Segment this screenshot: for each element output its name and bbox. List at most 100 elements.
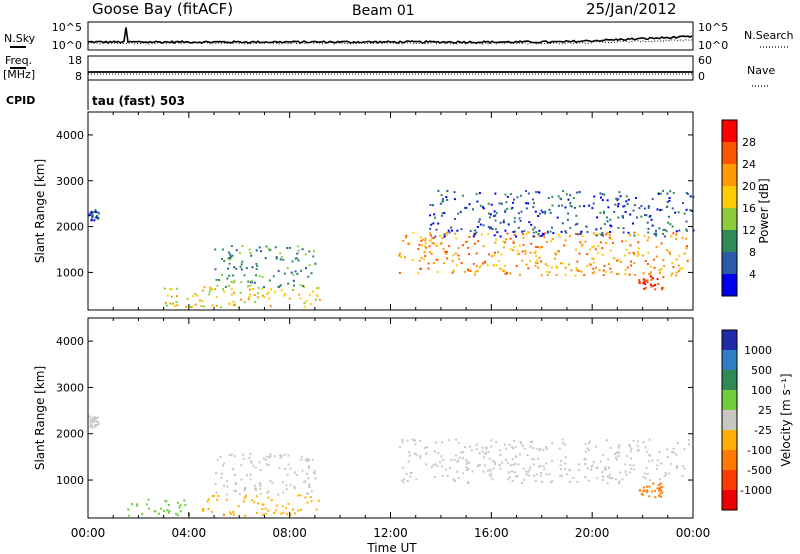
data-cell xyxy=(588,263,591,266)
data-cell xyxy=(544,210,547,213)
data-cell xyxy=(644,446,647,449)
data-cell xyxy=(488,212,490,215)
data-cell xyxy=(576,233,579,236)
data-cell xyxy=(472,262,475,265)
data-cell xyxy=(253,294,256,296)
data-cell xyxy=(243,489,246,492)
data-cell xyxy=(493,264,495,267)
data-cell xyxy=(251,266,254,269)
data-cell xyxy=(621,478,624,481)
data-cell xyxy=(662,287,665,290)
data-cell xyxy=(482,224,485,227)
data-cell xyxy=(686,245,688,248)
data-cell xyxy=(536,259,539,262)
data-cell xyxy=(408,241,411,244)
data-cell xyxy=(636,216,638,219)
data-cell xyxy=(525,207,528,210)
data-cell xyxy=(531,447,534,450)
colorbar-tick-label: 100 xyxy=(751,384,772,397)
velocity-ylabel: Slant Range [km] xyxy=(33,366,47,470)
data-cell xyxy=(425,452,428,455)
data-cell xyxy=(427,262,430,265)
data-cell xyxy=(210,288,213,291)
data-cell xyxy=(273,455,276,458)
data-cell xyxy=(407,460,410,463)
freq-panel xyxy=(87,55,694,81)
data-cell xyxy=(479,223,482,226)
data-cell xyxy=(559,262,562,265)
data-cell xyxy=(642,475,645,478)
data-cell xyxy=(214,483,217,486)
data-cell xyxy=(498,202,501,205)
data-cell xyxy=(586,265,589,268)
data-cell xyxy=(292,273,295,276)
data-cell xyxy=(164,499,167,502)
data-cell xyxy=(519,440,522,443)
velocity-axes: 1000 2000 3000 4000 xyxy=(56,318,694,518)
data-cell xyxy=(481,446,484,449)
data-cell xyxy=(505,201,508,204)
data-cell xyxy=(544,212,547,215)
data-cell xyxy=(630,260,632,263)
data-cell xyxy=(645,485,648,488)
data-cell xyxy=(308,483,311,486)
data-cell xyxy=(616,273,619,276)
data-cell xyxy=(676,271,679,274)
data-cell xyxy=(253,484,256,487)
data-cell xyxy=(555,265,558,268)
data-cell xyxy=(498,464,501,467)
data-cell xyxy=(95,417,98,420)
data-cell xyxy=(499,267,502,270)
data-cell xyxy=(609,446,612,449)
data-cell xyxy=(432,204,434,207)
data-cell xyxy=(494,228,497,231)
data-cell xyxy=(226,277,229,280)
data-cell xyxy=(265,455,268,458)
data-cell xyxy=(564,266,567,269)
data-cell xyxy=(94,209,97,211)
data-cell xyxy=(259,469,262,471)
data-cell xyxy=(482,207,485,210)
data-cell xyxy=(467,481,470,484)
data-cell xyxy=(682,465,685,467)
data-cell xyxy=(539,246,542,249)
data-cell xyxy=(660,208,663,211)
data-cell xyxy=(637,253,640,256)
data-cell xyxy=(541,211,544,214)
data-cell xyxy=(608,233,611,236)
data-cell xyxy=(625,195,628,198)
data-cell xyxy=(495,264,498,267)
data-cell xyxy=(233,303,236,306)
data-cell xyxy=(575,269,578,272)
data-cell xyxy=(432,222,435,225)
data-cell xyxy=(650,285,653,288)
data-cell xyxy=(686,229,688,232)
data-cell xyxy=(255,274,257,277)
data-cell xyxy=(249,288,252,291)
data-cell xyxy=(618,480,621,483)
data-cell xyxy=(446,474,449,477)
data-cell xyxy=(241,260,244,263)
data-cell xyxy=(170,288,173,291)
data-cell xyxy=(659,478,662,481)
data-cell xyxy=(307,465,310,468)
data-cell xyxy=(653,233,656,236)
data-cell xyxy=(256,292,259,295)
data-cell xyxy=(548,208,551,211)
data-cell xyxy=(505,459,507,461)
data-cell xyxy=(514,446,517,449)
data-cell xyxy=(493,210,496,213)
data-cell xyxy=(672,447,675,450)
data-cell xyxy=(435,228,438,231)
data-cell xyxy=(632,464,635,467)
x-tick-label: 00:00 xyxy=(71,526,106,540)
data-cell xyxy=(620,260,622,263)
data-cell xyxy=(525,263,528,266)
data-cell xyxy=(499,221,502,224)
data-cell xyxy=(454,232,457,235)
data-cell xyxy=(644,260,647,262)
data-cell xyxy=(506,195,509,198)
power-axes: 1000 2000 3000 4000 xyxy=(56,112,694,310)
data-cell xyxy=(551,459,553,462)
data-cell xyxy=(216,284,219,287)
